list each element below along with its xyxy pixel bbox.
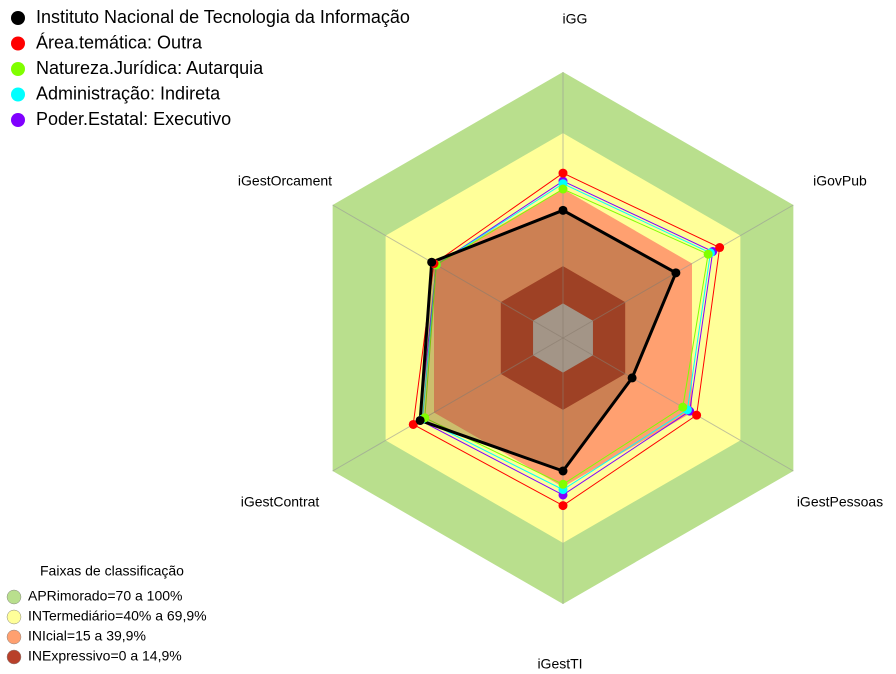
legend-marker [11,36,25,51]
series-point [558,205,568,215]
band-legend-label: APRimorado=70 a 100% [28,588,183,604]
band-legend-marker [6,609,22,625]
axis-label: iGestOrcament [238,173,332,189]
axis-label: iGestTI [537,656,582,672]
band-legend-marker [6,629,22,645]
legend-label: Natureza.Jurídica: Autarquia [36,58,264,78]
axis-label: iGovPub [813,173,867,189]
band-legend-marker [6,589,22,605]
series-point [678,402,688,412]
series-point [627,373,637,383]
series-point [415,415,425,425]
axis-line [332,204,564,339]
band-legend-label: INExpressivo=0 a 14,9% [28,648,182,664]
legend-marker [11,62,25,76]
series-point [703,249,713,259]
legend-label: Administração: Indireta [36,83,221,103]
legend-label: Área.temática: Outra [36,32,203,52]
series-point [692,410,702,420]
series-point [558,466,568,476]
series-point [408,419,418,429]
series-point [558,184,568,194]
series-point [671,268,681,278]
legend-label: Poder.Estatal: Executivo [36,109,231,129]
band-legend-label: INTermediário=40% a 69,9% [28,608,207,624]
legend-marker [11,113,25,127]
legend-marker [11,87,25,102]
series-point [715,243,725,253]
bands-legend-title: Faixas de classificação [40,563,184,579]
series-point [427,257,437,267]
axis-label: iGestPessoas [797,494,883,510]
axis-line [332,337,564,472]
series-point [558,168,568,178]
band-legend-marker [6,649,22,665]
legend-marker [11,11,25,25]
series-point [558,501,568,511]
band-legend-label: INIcial=15 a 39,9% [28,628,146,644]
axis-line [562,337,794,472]
series-point [558,479,568,489]
axis-label: iGestContrat [241,494,320,510]
legend-label: Instituto Nacional de Tecnologia da Info… [36,7,410,27]
axis-label: iGG [563,11,588,27]
